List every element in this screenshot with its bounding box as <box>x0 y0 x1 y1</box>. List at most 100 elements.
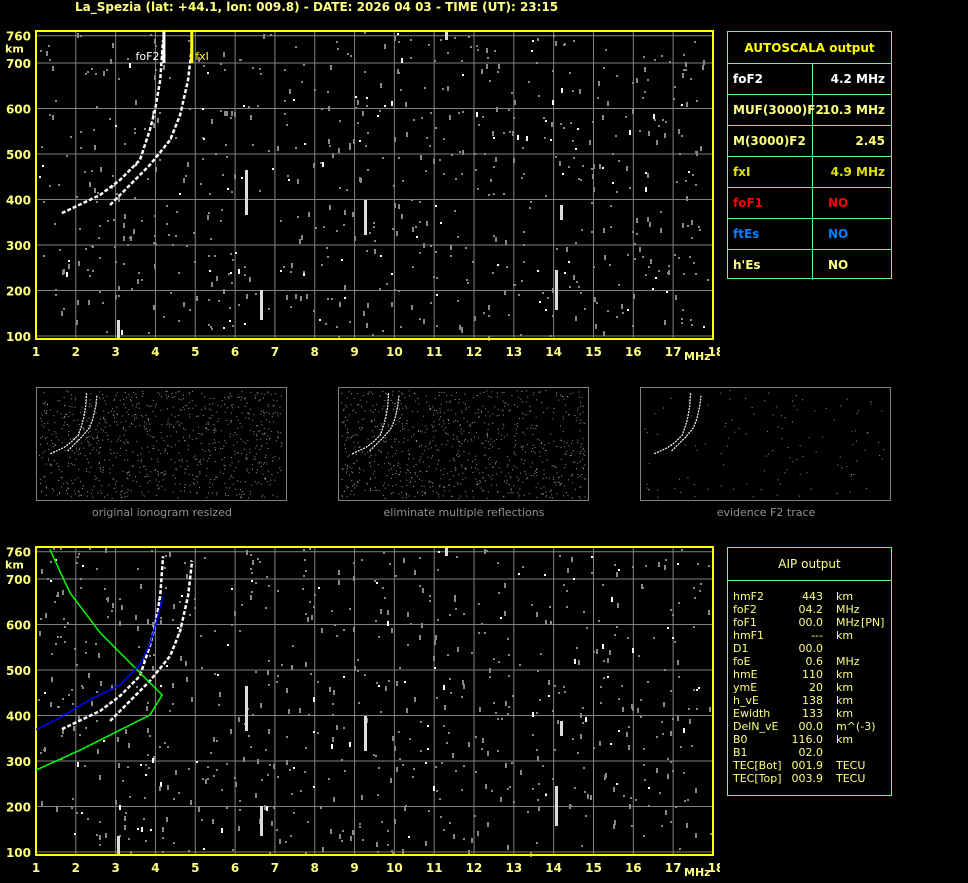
thumbnail-original <box>36 387 287 501</box>
x-tick-label: 15 <box>585 345 602 359</box>
thumbnail-frame <box>338 387 589 501</box>
param-value: 4.2 MHz <box>830 72 885 86</box>
param-unit: MHz <box>836 603 860 616</box>
param-unit: MHz <box>836 616 860 629</box>
trace-O <box>61 556 165 731</box>
fxI-marker <box>190 31 194 63</box>
param-name: foE <box>733 655 751 668</box>
noise-echoes <box>39 390 283 499</box>
fxI-label: fxI <box>195 50 209 63</box>
noise-echoes <box>341 390 586 499</box>
aip-row: foE 0.6 MHz <box>733 655 888 668</box>
param-value: 110 <box>802 668 823 681</box>
param-value: 2.45 <box>855 134 885 148</box>
x-tick-label: 5 <box>191 345 199 359</box>
plot-frame <box>35 30 714 340</box>
aip-row: B1 02.0 <box>733 746 888 759</box>
x-tick-label: 3 <box>111 345 119 359</box>
x-tick-label: 14 <box>545 345 562 359</box>
param-value: 116.0 <box>791 733 824 746</box>
aip-row: B0 116.0 km <box>733 733 888 746</box>
aip-row: TEC[Top] 003.9 TECU <box>733 772 888 785</box>
param-value: 00.0 <box>798 642 824 655</box>
autoscala-table: AUTOSCALA output foF2 4.2 MHz MUF(3000)F2 1… <box>727 31 892 280</box>
param-value: 04.2 <box>798 603 824 616</box>
foF2-marker <box>162 31 166 63</box>
autoscala-row: h'Es NO <box>728 249 891 280</box>
x-tick-label: 16 <box>625 345 642 359</box>
y-tick-label: 400 <box>6 194 31 208</box>
param-name: h'Es <box>733 258 761 272</box>
autoscala-row: fxI 4.9 MHz <box>728 156 891 187</box>
x-tick-label: 18 <box>708 861 720 875</box>
param-value: 02.0 <box>798 746 824 759</box>
aip-row: foF1 00.0 MHz [PN] <box>733 616 888 629</box>
thumbnail-label: original ionogram resized <box>92 506 232 519</box>
param-name: ymE <box>733 681 758 694</box>
column-divider <box>812 64 813 94</box>
param-name: h_vE <box>733 694 759 707</box>
y-tick-label: 400 <box>6 710 31 724</box>
autoscala-row: M(3000)F2 2.45 <box>728 125 891 156</box>
param-value: 133 <box>802 707 823 720</box>
plot-frame <box>35 546 714 856</box>
param-name: hmF1 <box>733 629 765 642</box>
x-tick-label: 6 <box>231 345 239 359</box>
y-tick-label: 600 <box>6 619 31 633</box>
param-name: foF1 <box>733 616 757 629</box>
param-name: ftEs <box>733 227 760 241</box>
x-tick-label: 8 <box>311 345 319 359</box>
param-name: TEC[Top] <box>733 772 782 785</box>
x-tick-label: 2 <box>72 861 80 875</box>
param-name: M(3000)F2 <box>733 134 806 148</box>
trace-O <box>61 40 165 215</box>
y-tick-label: 700 <box>6 573 31 587</box>
trace-profile <box>35 549 164 771</box>
grid <box>36 547 713 855</box>
trace-O <box>50 392 88 455</box>
y-tick-label: 500 <box>6 148 31 162</box>
param-unit: km <box>836 733 854 746</box>
trace-X <box>109 44 194 206</box>
y-tick-label: 200 <box>6 801 31 815</box>
noise-echoes <box>39 31 709 341</box>
aip-row: hmF2 443 km <box>733 590 888 603</box>
aip-row: h_vE 138 km <box>733 694 888 707</box>
aip-row: DelN_vE 00.0 m^(-3) <box>733 720 888 733</box>
param-name: MUF(3000)F2 <box>733 103 824 117</box>
thumbnail-no-multiples <box>338 387 589 501</box>
x-tick-label: 15 <box>585 861 602 875</box>
param-name: hmE <box>733 668 758 681</box>
y-axis-unit: km <box>5 43 24 56</box>
x-tick-label: 4 <box>151 861 159 875</box>
x-tick-label: 10 <box>386 861 403 875</box>
foF2-label: foF2 <box>135 50 159 63</box>
param-name: Ewidth <box>733 707 771 720</box>
param-unit: TECU <box>836 772 866 785</box>
param-name: B0 <box>733 733 748 746</box>
aip-table: AIP output hmF2 443 km foF2 04.2 MHz foF1 00.0 M… <box>727 547 892 796</box>
x-tick-label: 14 <box>545 861 562 875</box>
trace-O <box>352 392 390 455</box>
y-tick-label: 500 <box>6 664 31 678</box>
page-title: La_Spezia (lat: +44.1, lon: 009.8) - DAT… <box>75 0 559 14</box>
x-tick-label: 17 <box>665 861 682 875</box>
param-name: fxI <box>733 165 751 179</box>
param-unit: TECU <box>836 759 866 772</box>
x-tick-label: 2 <box>72 345 80 359</box>
aip-row: foF2 04.2 MHz <box>733 603 888 616</box>
param-unit: km <box>836 590 854 603</box>
grid <box>36 31 713 339</box>
x-tick-label: 7 <box>271 345 279 359</box>
x-tick-label: 18 <box>708 345 720 359</box>
x-tick-label: 16 <box>625 861 642 875</box>
param-flag: [PN] <box>861 616 885 629</box>
param-value: 001.9 <box>791 759 824 772</box>
param-value: 138 <box>802 694 823 707</box>
param-value: --- <box>811 629 823 642</box>
y-tick-label: 100 <box>6 846 31 860</box>
aip-row: hmE 110 km <box>733 668 888 681</box>
param-unit: km <box>836 629 854 642</box>
